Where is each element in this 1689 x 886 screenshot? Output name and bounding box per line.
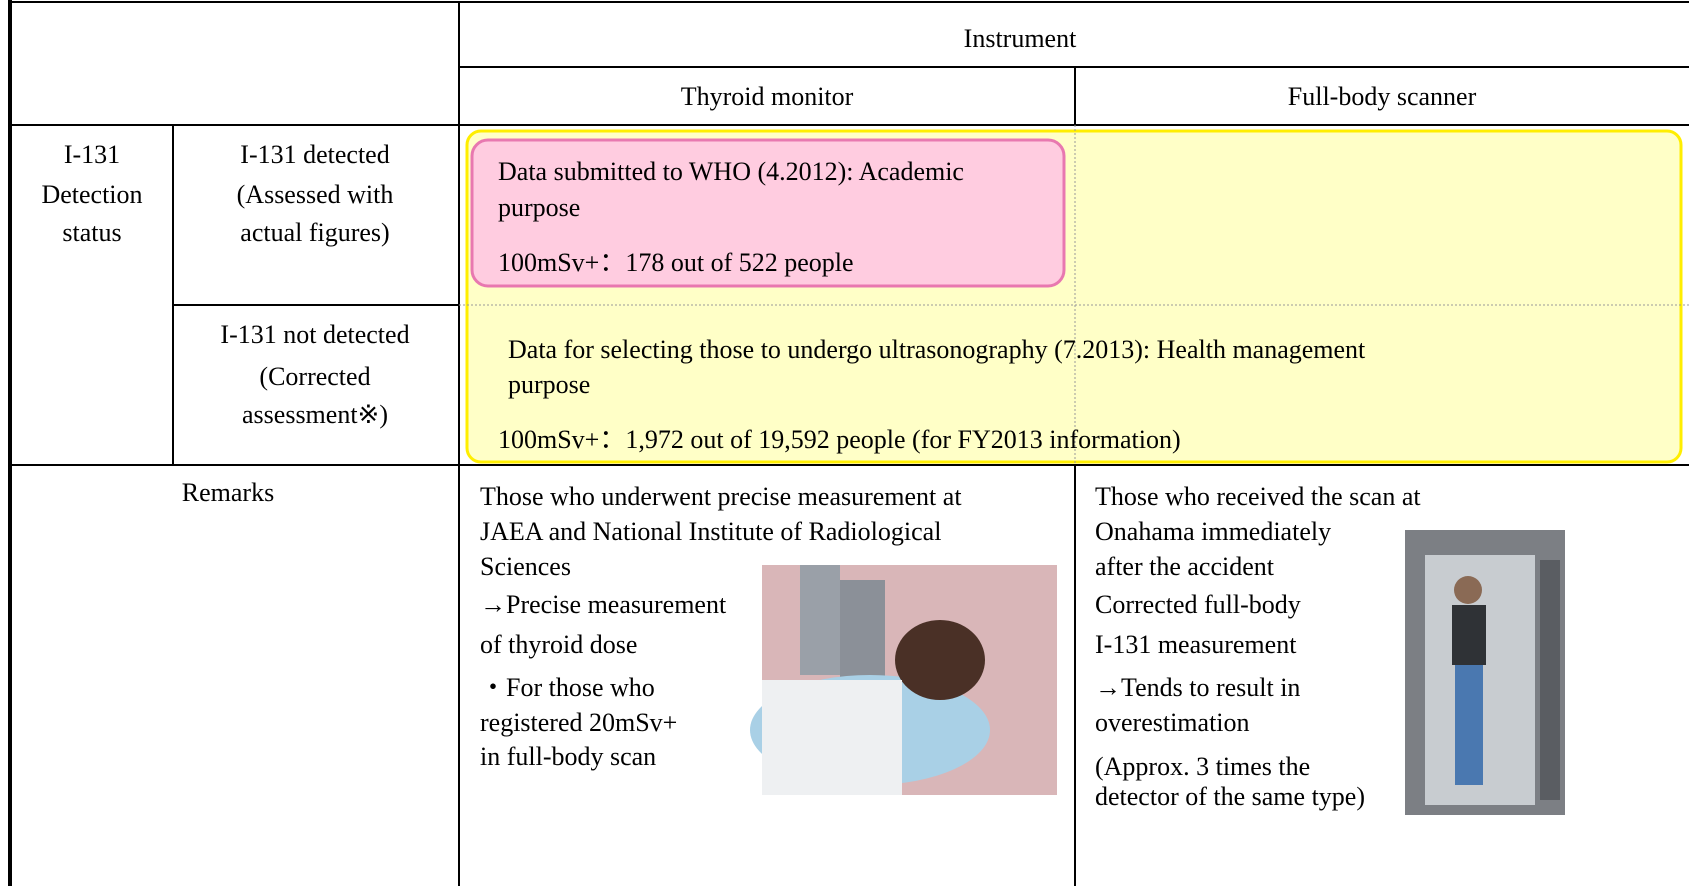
remarks-text: Sciences [480,552,571,582]
remarks-text: ・For those who [480,673,655,703]
row-group-label: Detection [41,180,142,210]
row-label: I-131 detected [240,140,389,170]
box-title: purpose [508,370,590,400]
row-label: (Corrected [259,362,370,392]
remarks-text: Corrected full-body [1095,590,1301,620]
remarks-text: overestimation [1095,708,1250,738]
box-title: Data for selecting those to undergo ultr… [508,335,1365,365]
row-label: assessment※) [242,400,388,430]
remarks-text: of thyroid dose [480,630,637,660]
remarks-text: JAEA and National Institute of Radiologi… [480,517,941,547]
remarks-text: Those who received the scan at [1095,482,1421,512]
box-result: 100mSv+：178 out of 522 people [498,248,854,278]
photo-thyroid [750,565,1057,795]
remarks-text: →Tends to result in [1095,673,1300,703]
box-title: Data submitted to WHO (4.2012): Academic [498,157,964,187]
remarks-text: Onahama immediately [1095,517,1331,547]
remarks-text: I-131 measurement [1095,630,1296,660]
remarks-text: registered 20mSv+ [480,708,677,738]
remarks-text: in full-body scan [480,742,656,772]
row-group-label: status [62,218,121,248]
remarks-label: Remarks [182,478,274,508]
page: {"table":{ "header":{"group":"Instrument… [0,0,1689,886]
row-label: (Assessed with [237,180,394,210]
remarks-text: detector of the same type) [1095,782,1365,812]
box-title: purpose [498,193,580,223]
row-group-label: I-131 [64,140,120,170]
column-header: Thyroid monitor [681,82,854,112]
box-result: 100mSv+：1,972 out of 19,592 people (for … [498,425,1181,455]
row-label: I-131 not detected [220,320,409,350]
remarks-text: →Precise measurement [480,590,726,620]
row-label: actual figures) [240,218,389,248]
header-group: Instrument [964,24,1077,54]
column-header: Full-body scanner [1288,82,1476,112]
photo-scanner [1405,530,1565,815]
remarks-text: (Approx. 3 times the [1095,752,1310,782]
remarks-text: after the accident [1095,552,1274,582]
remarks-text: Those who underwent precise measurement … [480,482,962,512]
